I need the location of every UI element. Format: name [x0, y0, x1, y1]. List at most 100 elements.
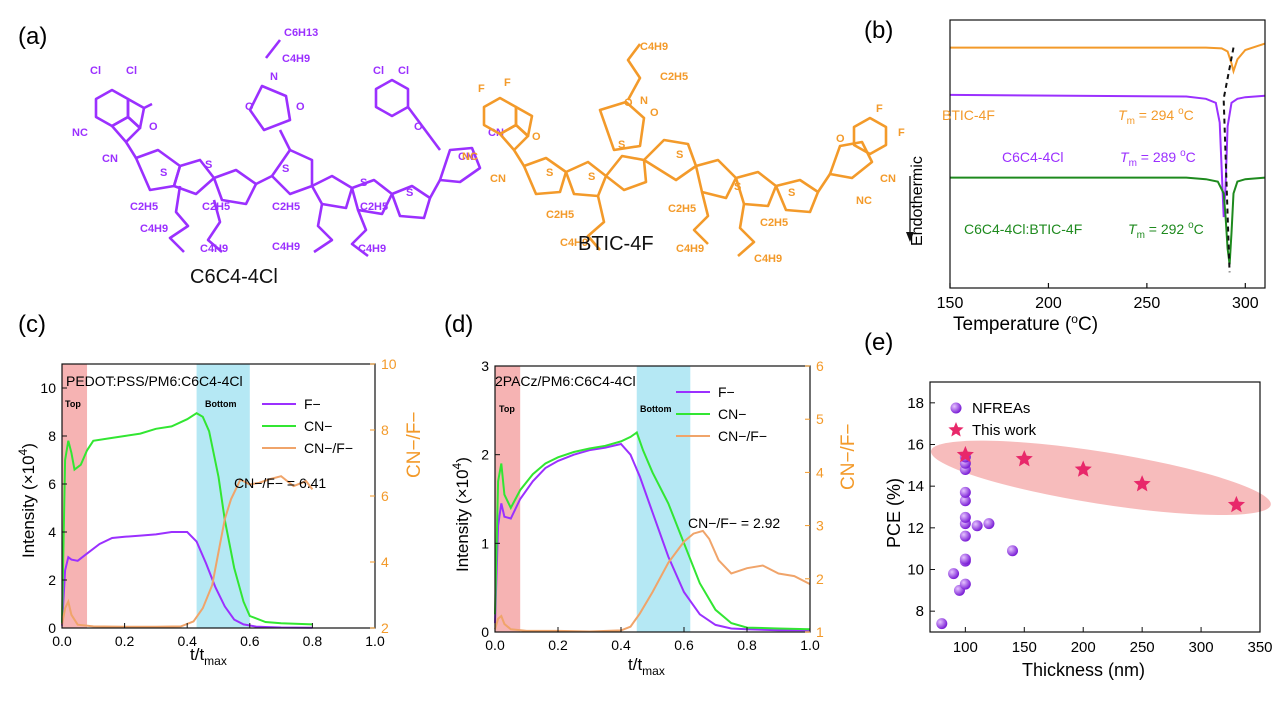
e-nfrea-point-14 [971, 520, 983, 532]
e-xlabel: Thickness (nm) [1022, 660, 1145, 680]
c6c4-label-o1: O [149, 121, 158, 133]
d-y2tick-label-2: 3 [816, 518, 824, 534]
d-y2tick-label-3: 4 [816, 464, 824, 480]
b-series-label-c6c4: C6C4-4Cl [1002, 149, 1063, 165]
b-xtick-label-1: 200 [1035, 295, 1062, 312]
c6c4-right-indanone [438, 146, 482, 184]
e-ylabel: PCE (%) [884, 478, 904, 548]
c6c4-label-nc: NC [72, 127, 88, 139]
d-xtick-label-1: 0.2 [548, 637, 568, 653]
btic-label-o4: O [836, 133, 845, 145]
btic-label-s3: S [618, 139, 625, 151]
c-region-0 [62, 364, 88, 628]
c6c4-label-cn1: CN [102, 153, 118, 165]
panel-label-b: (b) [864, 17, 893, 44]
c6c4-atom-labels: Cl Cl Cl Cl NC CN CN CN O O O O N S S S … [72, 27, 504, 255]
btic-label-n: N [640, 95, 648, 107]
e-xtick-label-4: 300 [1189, 639, 1214, 656]
c6c4-label-c4h9-2: C4H9 [200, 243, 228, 255]
c-y2tick-label-1: 4 [381, 554, 389, 570]
d-region-bottom: Bottom [640, 404, 672, 414]
btic-label-c2h5-3: C2H5 [760, 217, 788, 229]
c-ylabel: Intensity (×104) [16, 443, 38, 558]
d-xtick-label-5: 1.0 [800, 637, 820, 653]
b-line-1 [949, 93, 1266, 218]
c-line-1 [61, 412, 313, 626]
c-y2tick-label-3: 8 [381, 422, 389, 438]
c6c4-label-s3: S [282, 163, 289, 175]
e-nfrea-point-9 [959, 495, 971, 507]
btic-label-f3: F [876, 103, 883, 115]
b-xtick-label-3: 300 [1232, 295, 1259, 312]
e-nfrea-point-15 [983, 518, 995, 530]
c6c4-center-thiophene [270, 148, 314, 196]
d-xtick-label-3: 0.6 [674, 637, 694, 653]
btic-label-c4h9-1: C4H9 [560, 237, 588, 249]
d-ytick-label-2: 2 [481, 447, 489, 463]
d-line-2 [494, 529, 811, 633]
btic-name: BTIC-4F [578, 233, 654, 255]
panel-label-d: (d) [444, 311, 473, 338]
b-series-label-blend: C6C4-4Cl:BTIC-4F [964, 221, 1082, 237]
c6c4-label-c4h9-3: C4H9 [272, 241, 300, 253]
btic-label-s2: S [588, 171, 595, 183]
c-ytick-label-2: 4 [48, 524, 56, 540]
c6c4-label-cl1: Cl [90, 65, 101, 77]
btic-label-s6: S [788, 187, 795, 199]
c-xtick-label-2: 0.4 [177, 633, 197, 649]
e-xtick-label-2: 200 [1071, 639, 1096, 656]
c6c4-left-indanone [110, 115, 142, 144]
c6c4-thiophene-2 [172, 158, 216, 196]
c-ytick-label-3: 6 [48, 476, 56, 492]
c-line-2 [61, 475, 314, 628]
e-nfrea-point-8 [959, 511, 971, 523]
btic-label-cn2: CN [880, 173, 896, 185]
c6c4-label-n: N [270, 71, 278, 83]
c-region-top: Top [65, 399, 81, 409]
d-ylabel: Intensity (×104) [450, 457, 472, 572]
c-region-1 [196, 364, 250, 628]
b-xtick-label-2: 250 [1134, 295, 1161, 312]
c-ytick-label-4: 8 [48, 428, 56, 444]
c6c4-label-s2: S [205, 159, 212, 171]
panel-c: 0.0 0.2 0.4 0.6 0.8 1.0 0 2 4 6 8 10 2 4 6 8 10 F− CN− CN−/… [40, 356, 396, 649]
b-xtick-label-0: 150 [937, 295, 964, 312]
d-y2tick-label-4: 5 [816, 411, 824, 427]
d-xtick-label-0: 0.0 [485, 637, 505, 653]
btic-label-cn1: CN [490, 173, 506, 185]
e-xtick-label-5: 350 [1247, 639, 1272, 656]
e-thiswork-point-1 [1015, 450, 1033, 467]
btic-label-nc1: NC [462, 151, 478, 163]
d-frame [494, 365, 811, 633]
c-y2label: CN−/F− [404, 411, 425, 478]
d-y2tick-label-0: 1 [816, 624, 824, 640]
c-ytick-label-1: 2 [48, 572, 56, 588]
e-thiswork-point-0 [956, 445, 974, 463]
c6c4-right-benzene [374, 78, 410, 118]
c-legend-label-0: F− [304, 396, 321, 412]
d-ytick-label-1: 1 [481, 535, 489, 551]
d-xtick-label-4: 0.8 [737, 637, 757, 653]
btic-label-f1: F [478, 83, 485, 95]
c-xlabel: t/tmax [190, 645, 227, 668]
d-legend-label-0: F− [718, 384, 735, 400]
e-legend-label-1: This work [972, 422, 1037, 439]
d-line-1 [494, 430, 811, 631]
c-xtick-label-3: 0.6 [240, 633, 260, 649]
c-line-0 [61, 531, 313, 629]
d-line-0 [494, 442, 810, 632]
c6c4-label-c2h5-4: C2H5 [360, 201, 388, 213]
btic-label-c2h5-2: C2H5 [668, 203, 696, 215]
c-y2tick-label-2: 6 [381, 488, 389, 504]
btic-label-s1: S [546, 167, 553, 179]
c6c4-imide-ring [248, 84, 292, 132]
c6c4-label-s1: S [160, 167, 167, 179]
e-ytick-label-2: 12 [907, 520, 924, 537]
btic-label-s4: S [676, 149, 683, 161]
btic-label-c4h9-top: C4H9 [640, 41, 668, 53]
e-xtick-label-1: 150 [1012, 639, 1037, 656]
e-ytick-label-1: 10 [907, 562, 924, 579]
c-ytick-label-5: 10 [40, 380, 56, 396]
b-ylabel: Endothermic [909, 156, 926, 246]
